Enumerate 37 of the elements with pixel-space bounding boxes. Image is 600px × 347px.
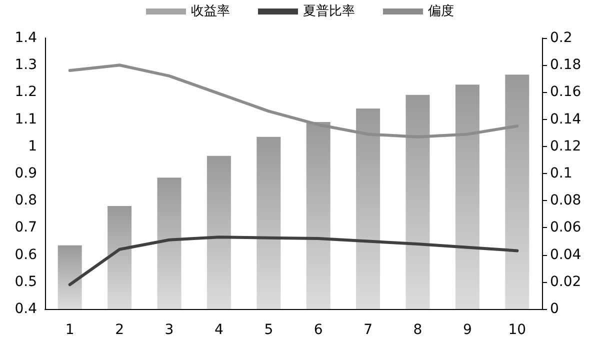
y-tick-label: 1.2	[14, 84, 37, 100]
y2-tick-label: 0.1	[550, 166, 572, 182]
legend-label: 收益率	[191, 3, 230, 19]
y2-tick-label: 0.2	[550, 30, 572, 46]
y-tick-label: 1.3	[14, 57, 37, 74]
x-tick-label: 8	[413, 322, 422, 338]
y2-tick-label: 0.06	[550, 220, 582, 236]
legend-label: 夏普比率	[303, 3, 355, 19]
x-tick-label: 4	[214, 322, 224, 338]
y2-tick-label: 0.18	[550, 57, 582, 74]
y-tick-label: 0.8	[14, 192, 37, 209]
y2-tick-label: 0	[550, 301, 559, 317]
x-tick-label: 2	[115, 322, 124, 338]
y-tick-label: 0.7	[14, 220, 37, 236]
y2-tick-label: 0.04	[550, 246, 582, 263]
line-series	[68, 64, 519, 138]
y-tick-label: 1.4	[14, 30, 38, 46]
y-tick-label: 0.6	[14, 246, 38, 263]
x-tick-label: 9	[462, 322, 472, 338]
y2-tick-label: 0.08	[550, 192, 582, 209]
x-tick-label: 10	[508, 322, 526, 338]
y-tick-label: 0.4	[14, 301, 38, 317]
y-tick-label: 1.1	[14, 111, 37, 128]
y2-tick-label: 0.16	[550, 84, 582, 100]
legend-label: 偏度	[428, 3, 454, 19]
x-tick-label: 6	[314, 322, 323, 338]
y-tick-label: 1	[28, 138, 37, 154]
y-tick-label: 0.9	[14, 166, 37, 182]
line-series	[68, 236, 519, 286]
y2-tick-label: 0.14	[550, 111, 582, 128]
y-tick-label: 0.5	[14, 274, 37, 290]
x-tick-label: 7	[364, 322, 373, 338]
x-tick-label: 3	[164, 322, 174, 338]
x-tick-label: 5	[264, 322, 274, 338]
y2-tick-label: 0.12	[550, 138, 582, 154]
x-tick-label: 1	[65, 322, 74, 338]
y2-tick-label: 0.02	[550, 274, 582, 290]
